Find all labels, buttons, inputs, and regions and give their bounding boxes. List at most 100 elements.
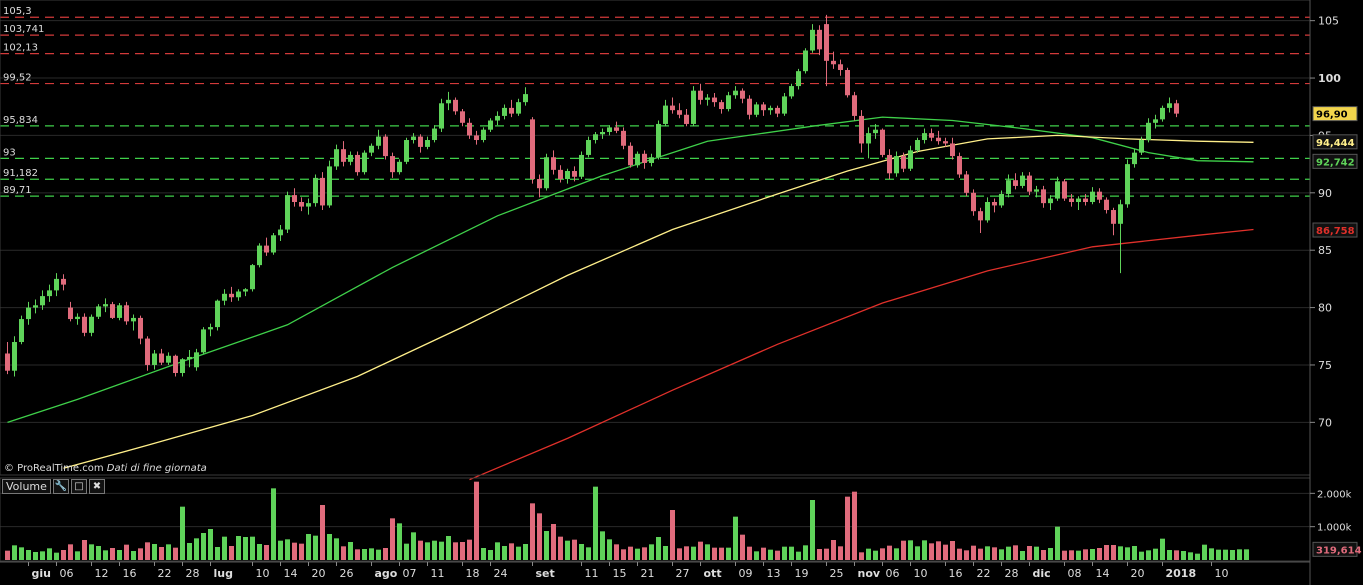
candle (719, 99, 724, 114)
candle (502, 104, 507, 120)
volume-bar (61, 550, 66, 560)
candle-body (26, 307, 31, 320)
volume-bar (173, 547, 178, 560)
volume-bar (19, 547, 24, 560)
time-tick-label: ott (704, 567, 722, 580)
maximize-icon[interactable]: □ (70, 479, 87, 494)
candle (964, 171, 969, 197)
volume-bar (684, 546, 689, 560)
wrench-icon[interactable]: 🔧 (52, 479, 69, 494)
time-tick-label: 20 (312, 567, 326, 580)
candle (782, 92, 787, 116)
candle (733, 86, 738, 99)
candle (726, 91, 731, 112)
candle-body (880, 129, 885, 155)
candle (817, 25, 822, 56)
candle (432, 125, 437, 143)
volume-bar (1125, 547, 1130, 560)
candle (292, 188, 297, 207)
candle (824, 14, 829, 87)
volume-bar (614, 544, 619, 560)
volume-bar (1055, 526, 1060, 560)
candle (467, 118, 472, 139)
candle-body (40, 296, 45, 306)
candle-body (712, 97, 717, 103)
volume-bar (810, 500, 815, 560)
volume-bar (1146, 550, 1151, 560)
candle-body (264, 245, 269, 253)
candles (5, 14, 1179, 377)
candle-body (19, 319, 24, 343)
time-tick-label: 18 (466, 567, 480, 580)
candle-body (89, 316, 94, 333)
candle (600, 128, 605, 139)
time-tick-label: 10 (256, 567, 270, 580)
candle-body (54, 278, 59, 291)
candle (180, 358, 185, 377)
candle (621, 127, 626, 150)
volume-bar (362, 549, 367, 560)
volume-bar (299, 543, 304, 560)
badge-label: 92,742 (1316, 157, 1355, 168)
candle-body (446, 99, 451, 104)
candle-body (404, 140, 409, 162)
volume-bar (369, 548, 374, 560)
candle-body (12, 342, 17, 371)
candle (593, 131, 598, 144)
candle (257, 243, 262, 268)
candle (390, 152, 395, 178)
candle (5, 342, 10, 375)
moving-average-line (7, 116, 1254, 424)
time-tick-label: 15 (613, 567, 627, 580)
candle (1020, 172, 1025, 189)
candle (313, 174, 318, 207)
candle-body (68, 307, 73, 320)
candle (1090, 187, 1095, 205)
candle-body (1041, 189, 1046, 204)
candle-body (530, 119, 535, 180)
volume-bar (467, 539, 472, 560)
volume-bar (1027, 546, 1032, 560)
candle-body (838, 64, 843, 71)
candle-body (1104, 199, 1109, 211)
candle-body (824, 24, 829, 61)
candle-body (544, 157, 549, 189)
candle-body (922, 133, 927, 141)
volume-bar (1132, 546, 1137, 560)
volume-bar (439, 541, 444, 560)
candle-body (789, 86, 794, 97)
candle (1139, 136, 1144, 155)
candle (859, 110, 864, 153)
volume-tick-label: 1.000k (1317, 523, 1352, 534)
volume-bar (817, 549, 822, 560)
candle (320, 172, 325, 211)
volume-bar (1069, 550, 1074, 560)
candle (439, 98, 444, 132)
volume-bar (670, 510, 675, 560)
candle (145, 336, 150, 371)
candle-body (1062, 181, 1067, 199)
candle (355, 151, 360, 176)
volume-bar (999, 549, 1004, 560)
candle (992, 198, 997, 213)
candle (1013, 173, 1018, 190)
volume-bar (124, 544, 129, 560)
badge-box (1312, 541, 1358, 557)
candle-body (383, 136, 388, 157)
volume-bar (1202, 544, 1207, 560)
candle (131, 314, 136, 331)
volume-panel-label[interactable]: Volume (2, 479, 51, 494)
candle (747, 95, 752, 120)
credit-source: © ProRealTime.com (4, 463, 104, 474)
candle-body (684, 114, 689, 124)
candle (54, 273, 59, 297)
candle-body (432, 128, 437, 141)
volume-bar (1244, 549, 1249, 560)
volume-bar (1209, 548, 1214, 560)
candle-body (705, 97, 710, 100)
volume-bar (838, 546, 843, 560)
candle (110, 301, 115, 320)
volume-bar (768, 549, 773, 560)
close-icon[interactable]: ✖ (88, 479, 105, 494)
